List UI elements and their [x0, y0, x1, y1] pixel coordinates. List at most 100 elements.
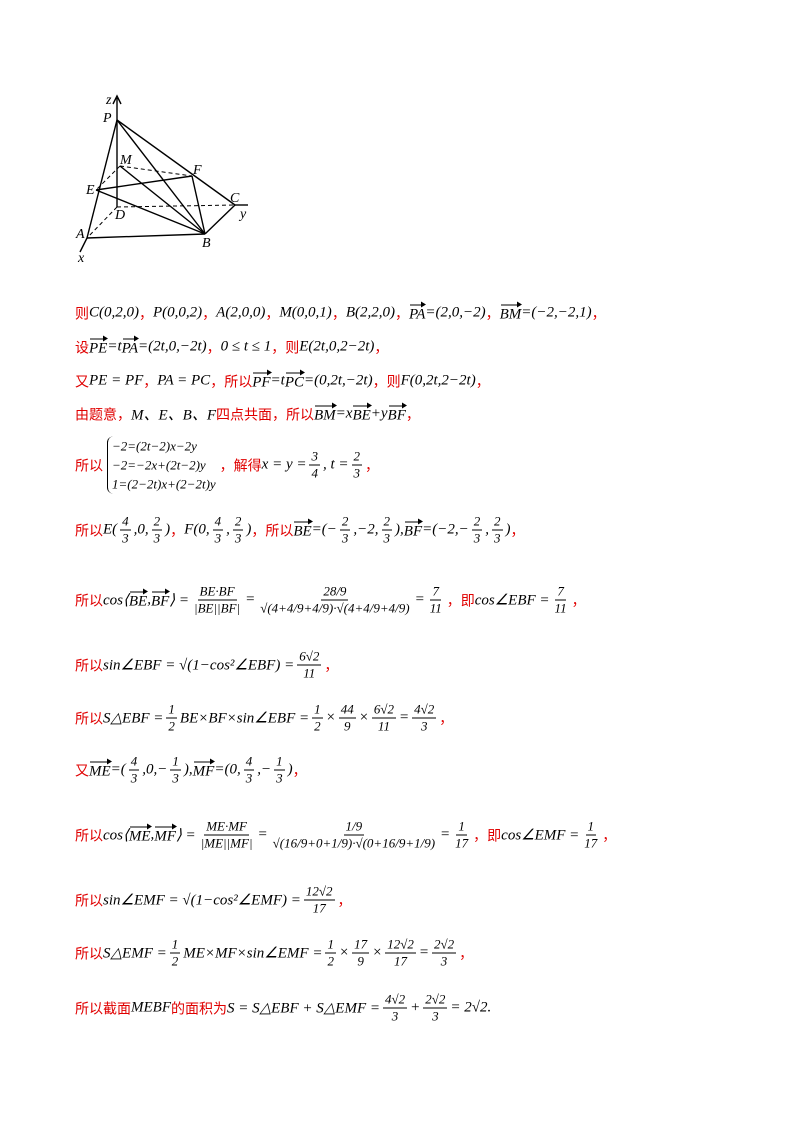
math: =(2t,0,−2t)	[138, 338, 207, 355]
math: BE×BF×sin∠EBF =	[179, 710, 310, 727]
label: M	[119, 153, 133, 168]
text: ，	[331, 306, 346, 322]
math: )	[165, 521, 171, 538]
fraction: 4√2 3	[412, 702, 437, 735]
text: 由题意，	[75, 407, 131, 423]
text: 所以	[75, 593, 103, 609]
denominator: 3	[234, 530, 242, 546]
fraction: 6√2 11	[371, 702, 397, 735]
text: 所以	[75, 893, 103, 909]
label: P	[102, 111, 112, 126]
fraction: 1/9 √(16/9+0+1/9)·√(0+16/9+1/9)	[271, 819, 437, 852]
denominator: 3	[214, 530, 222, 546]
math: B(2,2,0)	[345, 304, 395, 321]
denominator: 9	[357, 953, 364, 969]
numerator: 2	[492, 513, 503, 531]
denominator: 17	[455, 835, 469, 851]
numerator: 2	[351, 448, 363, 466]
numerator: 1	[169, 936, 181, 954]
text: 所以	[75, 523, 103, 539]
math: =	[440, 826, 451, 843]
text: 又	[75, 763, 89, 779]
math: ×	[358, 709, 369, 726]
vector: PA	[409, 301, 427, 324]
text-line: 又 PE = PF， PA = PC ，所以 PF =t PC =(0,2t,−2t) ，则 F(…	[75, 369, 490, 392]
denominator: 11	[303, 665, 316, 681]
denominator: 3	[153, 530, 161, 546]
fraction: 7 11	[553, 584, 569, 617]
edge	[191, 175, 206, 235]
math: F(0,	[184, 521, 210, 538]
vector: MF	[154, 823, 177, 846]
numerator: 2	[339, 513, 351, 531]
text-line: 所以 S△EMF = 1 2 ME×MF×sin∠EMF = 1 2 × 17 9 × 12√2 17 =…	[75, 937, 473, 970]
math: ,−	[257, 761, 272, 778]
edge	[86, 233, 206, 239]
math: E(2t,0,2−2t)	[299, 338, 375, 355]
text: ，所以	[210, 374, 253, 390]
text-line: 又 ME =(4 3,0,− 1 3), MF =(0, 4 3 ,− 1 3)，	[75, 754, 307, 787]
text: ，	[405, 407, 420, 423]
math: M(0,0,1)	[279, 304, 332, 321]
fraction: 4√2 3	[382, 991, 408, 1025]
edge	[95, 175, 193, 191]
vector: BF	[151, 588, 171, 611]
equation: −2=−2x+(2t−2)y	[112, 457, 206, 473]
text: ，	[459, 946, 474, 962]
math: ×	[372, 944, 383, 961]
math: F(0,2t,2−2t)	[400, 372, 476, 389]
numerator: 1	[585, 818, 597, 836]
vector: PA	[122, 335, 140, 358]
label: x	[77, 251, 85, 266]
text: 则	[75, 306, 89, 322]
text: ，	[394, 306, 409, 322]
math: P(0,0,2)	[153, 304, 203, 321]
denominator: 3	[276, 770, 283, 786]
fraction: 12√2 17	[385, 937, 416, 970]
numerator: 17	[352, 936, 370, 954]
denominator: 3	[420, 718, 428, 734]
text: ，即	[446, 593, 475, 609]
fraction: 17 9	[352, 936, 370, 970]
denominator: 3	[383, 530, 391, 546]
text-line: 所以 −2=(2t−2)x−2y −2=−2x+(2t−2)y 1=(2−2t)x+(…	[75, 436, 379, 494]
text: ，则	[271, 340, 300, 356]
numerator: ME·MF	[204, 818, 249, 836]
text: ，	[337, 893, 352, 909]
label: z	[105, 93, 112, 108]
label: C	[230, 191, 240, 206]
text: 所以	[75, 658, 103, 674]
text-line: 设 PE =t PA =(2t,0,−2t)， 0 ≤ t ≤ 1 ，则 E(2t,0,2−2…	[75, 335, 388, 358]
vector: BF	[404, 518, 424, 541]
math: ,	[147, 591, 151, 608]
edge	[86, 119, 118, 239]
denominator: 4	[311, 465, 318, 481]
numerator: 1	[325, 936, 336, 954]
numerator: 4√2	[382, 991, 408, 1009]
fraction: 28/9 √(4+4/9+4/9)·√(4+4/9+4/9)	[258, 584, 411, 617]
text: ，	[139, 306, 153, 322]
math: = 2√2.	[450, 999, 492, 1016]
numerator: 1	[274, 753, 285, 771]
text: 所以截面	[75, 1001, 131, 1017]
math: =	[245, 591, 256, 608]
math: PA = PC	[157, 372, 211, 389]
text: ，	[485, 306, 500, 322]
vector: BM	[314, 402, 337, 425]
vector: PE	[89, 335, 109, 358]
numerator: 2√2	[423, 991, 448, 1009]
fraction: BE·BF |BE||BF|	[192, 584, 242, 617]
denominator: 3	[391, 1008, 399, 1024]
numerator: 4	[128, 753, 140, 771]
denominator: 11	[554, 600, 567, 616]
vector: BE	[293, 518, 314, 541]
math: cos∠EMF =	[501, 827, 580, 844]
equation-system: −2=(2t−2)x−2y −2=−2x+(2t−2)y 1=(2−2t)x+(2−…	[107, 436, 216, 494]
text: 又	[75, 374, 89, 390]
math: )	[287, 761, 293, 778]
